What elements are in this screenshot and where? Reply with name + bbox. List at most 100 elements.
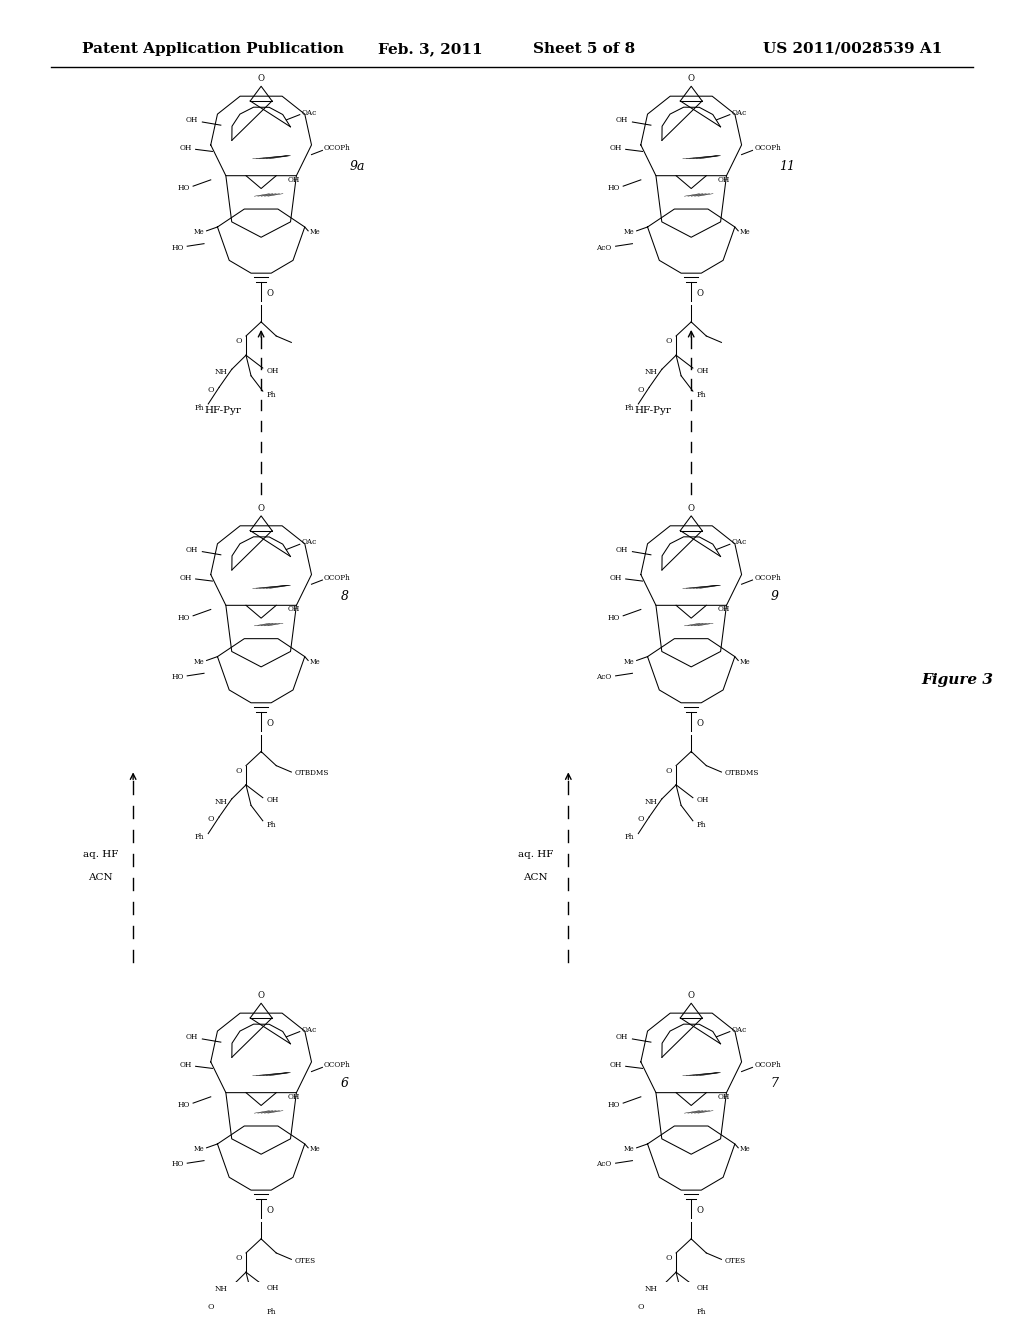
Text: OCOPh: OCOPh (754, 1061, 781, 1069)
Text: OH: OH (180, 144, 193, 152)
Text: OH: OH (185, 116, 199, 124)
Text: O: O (266, 719, 273, 727)
Text: O: O (258, 991, 264, 1001)
Text: HO: HO (177, 614, 189, 622)
Text: OTES: OTES (295, 1257, 315, 1265)
Text: OH: OH (610, 144, 623, 152)
Text: HO: HO (171, 673, 184, 681)
Text: NH: NH (215, 368, 227, 376)
Text: Me: Me (624, 1144, 634, 1154)
Text: Me: Me (310, 657, 321, 665)
Text: Me: Me (194, 1144, 204, 1154)
Text: O: O (666, 1254, 672, 1262)
Text: O: O (258, 74, 264, 83)
Text: OAc: OAc (731, 539, 746, 546)
Text: O: O (666, 767, 672, 775)
Text: 9a: 9a (349, 160, 365, 173)
Text: HO: HO (607, 614, 620, 622)
Text: O: O (638, 1303, 644, 1311)
Text: O: O (208, 1303, 214, 1311)
Text: Patent Application Publication: Patent Application Publication (82, 42, 344, 55)
Text: 6: 6 (341, 1077, 349, 1090)
Text: O: O (236, 338, 242, 346)
Text: O: O (266, 289, 273, 298)
Text: OH: OH (610, 574, 623, 582)
Text: Ph: Ph (266, 391, 275, 399)
Text: OH: OH (696, 1283, 709, 1291)
Text: OCOPh: OCOPh (754, 144, 781, 152)
Text: O: O (638, 816, 644, 824)
Text: ACN: ACN (523, 873, 548, 882)
Text: OTBDMS: OTBDMS (725, 770, 759, 777)
Text: AcO: AcO (596, 673, 611, 681)
Text: O: O (236, 1254, 242, 1262)
Text: OH: OH (718, 606, 730, 614)
Text: OH: OH (718, 176, 730, 183)
Text: AcO: AcO (596, 1160, 611, 1168)
Text: HF-Pyr: HF-Pyr (635, 405, 672, 414)
Text: AcO: AcO (596, 243, 611, 252)
Text: Ph: Ph (195, 404, 204, 412)
Text: OH: OH (696, 796, 709, 804)
Text: O: O (688, 991, 694, 1001)
Text: 8: 8 (341, 590, 349, 603)
Text: OH: OH (615, 545, 629, 553)
Text: Me: Me (310, 228, 321, 236)
Text: Ph: Ph (625, 833, 634, 841)
Text: OCOPh: OCOPh (324, 144, 351, 152)
Text: OAc: OAc (731, 108, 746, 116)
Text: OH: OH (185, 545, 199, 553)
Text: Me: Me (624, 228, 634, 236)
Text: OAc: OAc (301, 539, 316, 546)
Text: OAc: OAc (301, 1026, 316, 1034)
Text: Me: Me (740, 657, 751, 665)
Text: Me: Me (194, 228, 204, 236)
Text: Me: Me (310, 1144, 321, 1154)
Text: O: O (688, 74, 694, 83)
Text: OH: OH (185, 1032, 199, 1041)
Text: O: O (266, 1206, 273, 1216)
Text: US 2011/0028539 A1: US 2011/0028539 A1 (763, 42, 942, 55)
Text: Ph: Ph (625, 404, 634, 412)
Text: O: O (638, 385, 644, 393)
Text: NH: NH (645, 368, 657, 376)
Text: NH: NH (645, 797, 657, 805)
Text: Me: Me (194, 657, 204, 665)
Text: O: O (666, 338, 672, 346)
Text: OH: OH (180, 574, 193, 582)
Text: O: O (208, 816, 214, 824)
Text: Ph: Ph (195, 833, 204, 841)
Text: Ph: Ph (266, 821, 275, 829)
Text: NH: NH (645, 1284, 657, 1292)
Text: OCOPh: OCOPh (324, 574, 351, 582)
Text: Figure 3: Figure 3 (922, 673, 993, 686)
Text: HO: HO (171, 1160, 184, 1168)
Text: HO: HO (607, 1101, 620, 1109)
Text: HO: HO (607, 185, 620, 193)
Text: OH: OH (266, 796, 279, 804)
Text: ACN: ACN (88, 873, 113, 882)
Text: Sheet 5 of 8: Sheet 5 of 8 (532, 42, 635, 55)
Text: aq. HF: aq. HF (518, 850, 553, 858)
Text: OCOPh: OCOPh (324, 1061, 351, 1069)
Text: OH: OH (266, 1283, 279, 1291)
Text: OH: OH (696, 367, 709, 375)
Text: OH: OH (610, 1061, 623, 1069)
Text: O: O (696, 289, 703, 298)
Text: OH: OH (180, 1061, 193, 1069)
Text: Ph: Ph (696, 821, 706, 829)
Text: O: O (208, 385, 214, 393)
Text: O: O (688, 504, 694, 512)
Text: Feb. 3, 2011: Feb. 3, 2011 (378, 42, 482, 55)
Text: HF-Pyr: HF-Pyr (205, 405, 242, 414)
Text: OH: OH (615, 116, 629, 124)
Text: OCOPh: OCOPh (754, 574, 781, 582)
Text: OH: OH (266, 367, 279, 375)
Text: O: O (696, 1206, 703, 1216)
Text: Me: Me (740, 1144, 751, 1154)
Text: 9: 9 (771, 590, 779, 603)
Text: OTES: OTES (725, 1257, 745, 1265)
Text: Me: Me (740, 228, 751, 236)
Text: Ph: Ph (696, 391, 706, 399)
Text: OAc: OAc (301, 108, 316, 116)
